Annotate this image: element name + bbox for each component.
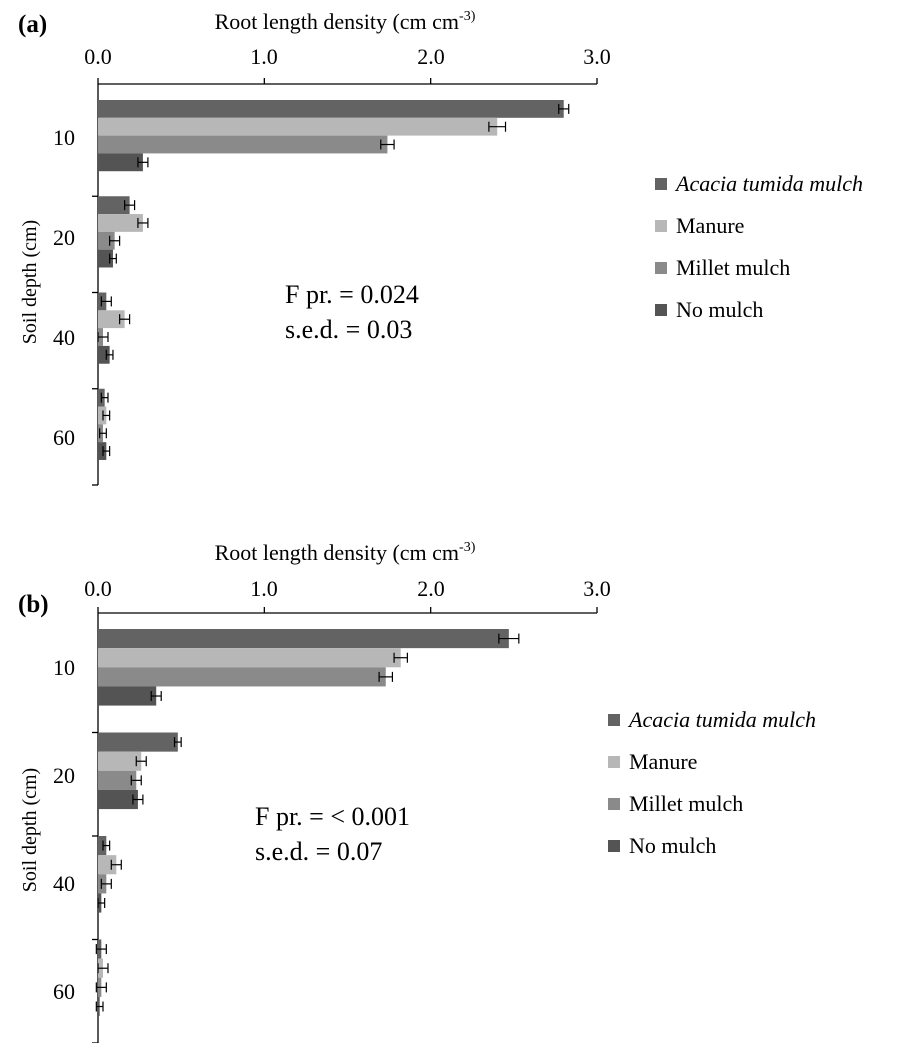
legend-item: Millet mulch xyxy=(655,247,863,289)
legend-label: Acacia tumida mulch xyxy=(629,707,816,732)
x-axis-title-exponent: -3) xyxy=(459,540,476,555)
bar xyxy=(98,686,157,706)
legend: Acacia tumida mulch Manure Millet mulch No … xyxy=(608,699,816,867)
legend-swatch xyxy=(608,756,620,768)
panel-label: (a) xyxy=(18,11,48,38)
y-tick-label: 10 xyxy=(53,125,75,150)
legend-swatch xyxy=(655,262,667,274)
bar xyxy=(98,751,142,771)
legend-label: Manure xyxy=(629,749,698,774)
legend-label: No mulch xyxy=(629,833,717,858)
bar xyxy=(98,135,388,154)
f-pr-text: F pr. = 0.024 xyxy=(285,280,419,309)
chart-panel-a: (a) Root length density (cm cm-3) 0.0 1.… xyxy=(0,0,913,521)
x-tick-label: 1.0 xyxy=(250,44,278,69)
y-tick-label: 10 xyxy=(53,655,75,680)
y-tick-label: 60 xyxy=(53,425,75,450)
legend-item: Manure xyxy=(655,205,863,247)
bar xyxy=(98,153,143,172)
legend-label: Acacia tumida mulch xyxy=(676,171,863,196)
sed-text: s.e.d. = 0.07 xyxy=(255,837,383,866)
bar xyxy=(98,667,386,687)
x-tick-label: 0.0 xyxy=(84,576,112,601)
legend-label: Millet mulch xyxy=(629,791,744,816)
legend-swatch xyxy=(608,840,620,852)
bar xyxy=(98,214,143,232)
bar xyxy=(98,789,138,810)
bar xyxy=(98,836,107,856)
sed-text: s.e.d. = 0.03 xyxy=(285,315,413,344)
legend-swatch xyxy=(655,304,667,316)
x-tick-label: 2.0 xyxy=(417,44,445,69)
y-tick-label: 60 xyxy=(53,979,75,1004)
legend-swatch xyxy=(655,178,667,190)
legend-item: No mulch xyxy=(655,289,863,331)
legend-swatch xyxy=(608,798,620,810)
bar xyxy=(98,310,125,329)
x-tick-label: 0.0 xyxy=(84,44,112,69)
bar xyxy=(98,648,401,668)
bar xyxy=(98,196,130,215)
y-tick-label: 20 xyxy=(53,763,75,788)
bar xyxy=(98,442,107,460)
bar xyxy=(98,117,498,136)
bar xyxy=(98,732,178,752)
y-tick-label: 40 xyxy=(53,325,75,350)
bar xyxy=(98,345,110,364)
x-tick-label: 2.0 xyxy=(417,576,445,601)
legend-item: No mulch xyxy=(608,825,816,867)
bar xyxy=(98,406,107,425)
y-tick-label: 20 xyxy=(53,225,75,250)
legend-label: No mulch xyxy=(676,297,764,322)
legend-item: Manure xyxy=(608,741,816,783)
legend: Acacia tumida mulch Manure Millet mulch No … xyxy=(655,163,863,331)
x-axis-title-text: Root length density (cm cm xyxy=(214,540,460,565)
legend-swatch xyxy=(655,220,667,232)
x-axis-title: Root length density (cm cm-3) xyxy=(0,10,690,33)
plot-area xyxy=(92,607,598,1043)
legend-item: Millet mulch xyxy=(608,783,816,825)
x-tick-label: 1.0 xyxy=(250,576,278,601)
x-axis-title-text: Root length density (cm cm xyxy=(214,9,460,34)
stats-annotation: F pr. = 0.024 s.e.d. = 0.03 xyxy=(285,277,419,347)
x-axis-title-exponent: -3) xyxy=(459,9,476,24)
x-tick-label: 3.0 xyxy=(583,576,611,601)
bar xyxy=(98,100,564,118)
legend-label: Manure xyxy=(676,213,745,238)
legend-item: Acacia tumida mulch xyxy=(655,163,863,205)
y-tick-label: 40 xyxy=(53,871,75,896)
stats-annotation: F pr. = < 0.001 s.e.d. = 0.07 xyxy=(255,799,410,869)
chart-panel-b: Root length density (cm cm-3) (b) 0.0 1.… xyxy=(0,522,913,1043)
bar xyxy=(98,231,115,250)
x-tick-label: 3.0 xyxy=(583,44,611,69)
legend-label: Millet mulch xyxy=(676,255,791,280)
f-pr-text: F pr. = < 0.001 xyxy=(255,802,411,831)
plot-area xyxy=(92,78,598,486)
panel-label: (b) xyxy=(18,591,49,618)
bar xyxy=(98,629,509,649)
x-axis-title: Root length density (cm cm-3) xyxy=(0,541,690,564)
bar xyxy=(98,770,137,790)
legend-swatch xyxy=(608,714,620,726)
legend-item: Acacia tumida mulch xyxy=(608,699,816,741)
